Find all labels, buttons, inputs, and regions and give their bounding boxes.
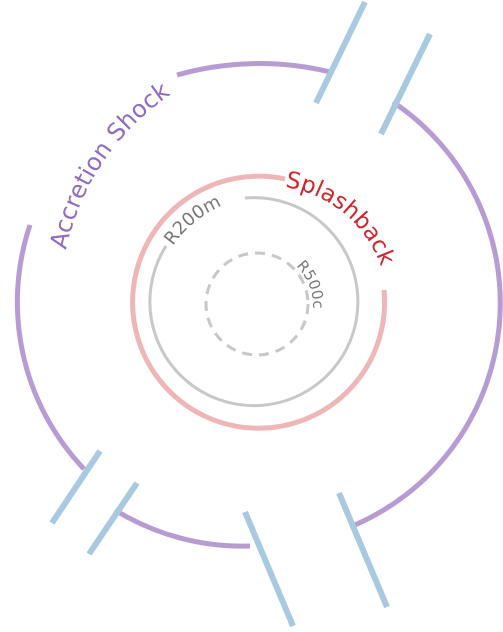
- accretion-shock-arc-left: [14, 224, 86, 471]
- filament-bottom-left-outer: [49, 449, 103, 525]
- r200m-ring: [148, 196, 360, 408]
- accretion-shock-arc-upper-right: [349, 99, 503, 530]
- filament-bottom-right: [336, 491, 390, 609]
- accretion-shock-arc-bottom: [113, 507, 251, 549]
- filament-bottom-left-inner: [86, 481, 140, 556]
- r500c-label: R500c: [293, 257, 327, 309]
- splashback-label: Splashback: [284, 167, 400, 269]
- accretion-shock-ring: [14, 61, 503, 549]
- filament-bottom-center: [242, 510, 296, 628]
- accretion-shock-arc-upper-left: [176, 61, 331, 78]
- filaments: [49, 0, 433, 628]
- accretion-shock-label: Accretion Shock: [44, 76, 174, 251]
- r500c-ring: [204, 251, 310, 357]
- filament-top-right: [378, 32, 433, 136]
- filament-top-left: [313, 0, 368, 105]
- r200m-label: R200m: [160, 191, 224, 249]
- splashback-ring: [130, 173, 388, 431]
